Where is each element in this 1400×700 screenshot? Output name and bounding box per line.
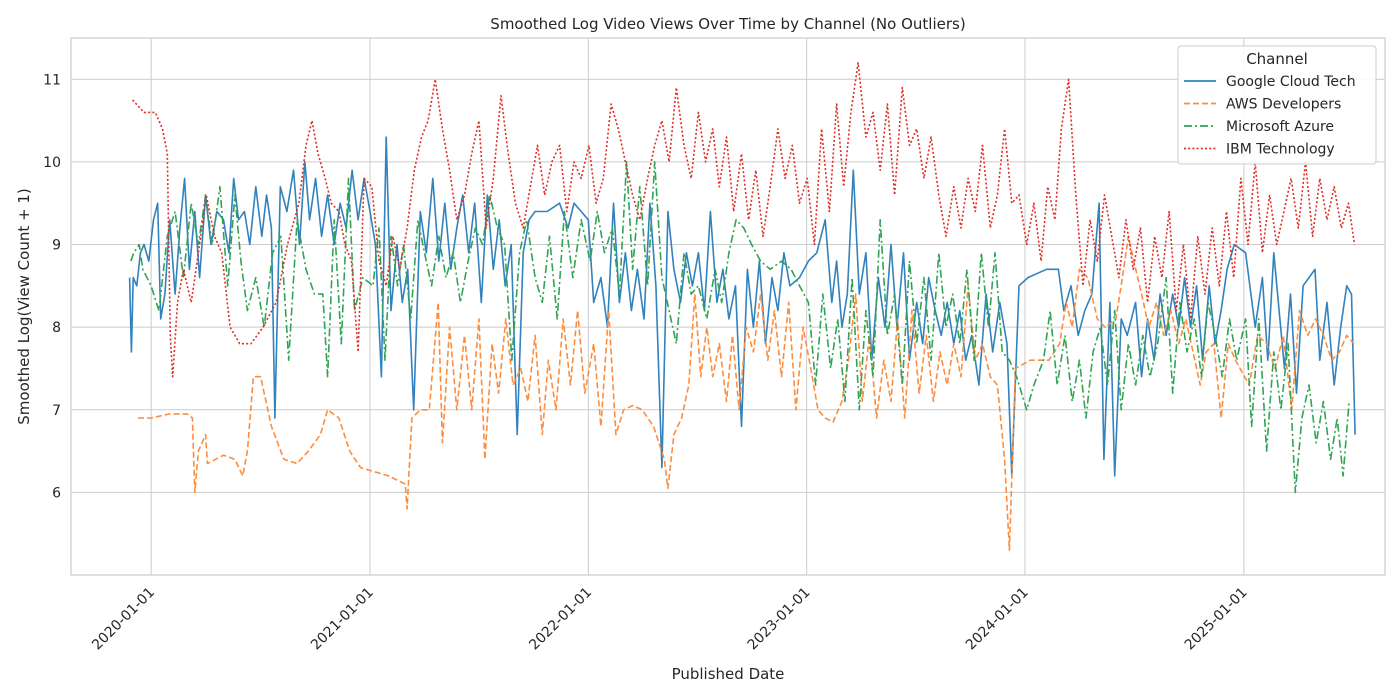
y-tick-label: 9	[52, 238, 61, 254]
y-tick-label: 6	[52, 485, 61, 501]
series-line-1	[138, 235, 1355, 551]
y-tick-label: 10	[43, 155, 61, 171]
y-axis-title: Smoothed Log(View Count + 1)	[15, 188, 33, 424]
series-lines	[128, 62, 1356, 551]
legend-label-2: Microsoft Azure	[1226, 119, 1334, 135]
series-line-2	[130, 161, 1350, 494]
legend-label-3: IBM Technology	[1226, 142, 1335, 158]
series-line-3	[132, 62, 1356, 378]
legend-label-0: Google Cloud Tech	[1226, 74, 1356, 90]
y-tick-label: 8	[52, 320, 61, 336]
plot-frame	[70, 37, 1386, 576]
legend-box	[1177, 45, 1377, 165]
series-line-0	[128, 136, 1356, 477]
legend-title: Channel	[1246, 50, 1308, 68]
y-tick-label: 7	[52, 403, 61, 419]
legend: Channel Google Cloud Tech AWS Developers M…	[1177, 45, 1377, 165]
x-axis-title: Published Date	[672, 665, 785, 683]
chart-title: Smoothed Log Video Views Over Time by Ch…	[490, 15, 965, 33]
legend-label-1: AWS Developers	[1226, 97, 1341, 113]
y-tick-label: 11	[43, 72, 61, 88]
